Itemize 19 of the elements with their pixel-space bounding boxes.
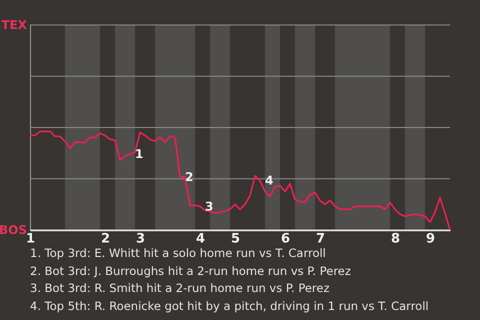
x-tick-label: 1 [26,232,36,246]
text: 1. Top 3rd: E. Whitt hit a solo home run vs T. Carroll [30,245,327,262]
x-tick-label: 8 [390,232,400,246]
x-tick-label: 6 [280,232,290,246]
text: 2. Bot 3rd: J. Burroughs hit a 2-run home run vs P. Perez [30,262,352,280]
x-tick-label: 9 [426,232,436,246]
annotation: 3 [205,199,214,214]
text: 3. Bot 3rd: R. Smith hit a 2-run home run vs P. Perez [30,280,331,297]
annotation: 4 [265,174,274,188]
x-tick-label: 2 [100,232,110,246]
x-tick-label: 3 [136,232,146,246]
ref-line-label: TEX [1,18,28,32]
x-tick-label: 4 [196,232,206,246]
text: 4. Top 5th: R. Roenicke got hit by a pitch, driving in 1 run vs T. Carroll [30,298,429,314]
annotation: 1 [135,147,144,162]
x-tick-label: 5 [230,232,240,246]
ref-line-label: BOS [0,223,27,237]
x-tick-label: 7 [316,232,326,246]
annotation: 2 [185,170,194,184]
